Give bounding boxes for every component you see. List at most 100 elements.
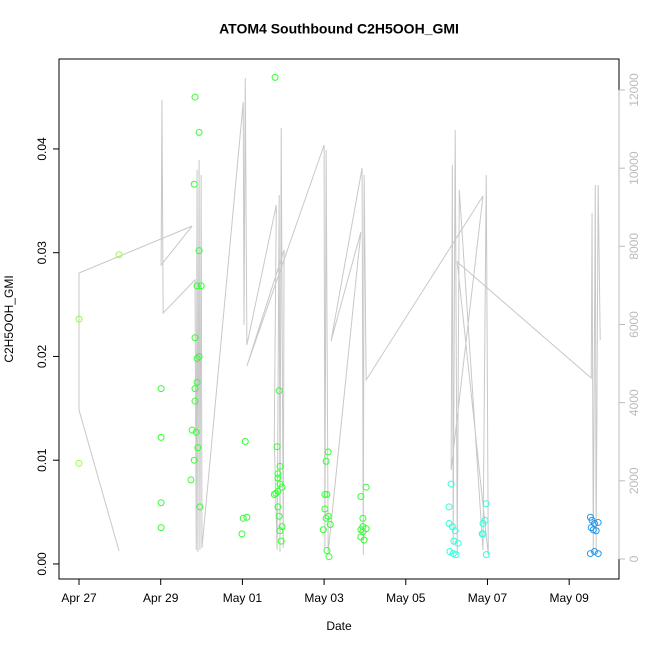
point <box>191 334 199 342</box>
point <box>445 503 453 511</box>
point <box>357 526 365 534</box>
point <box>454 539 462 547</box>
point <box>193 355 201 363</box>
x-tick-label: May 01 <box>223 591 263 605</box>
point <box>321 490 329 498</box>
point <box>275 387 283 395</box>
x-tick-label: Apr 27 <box>61 591 97 605</box>
point <box>278 523 286 531</box>
point <box>482 551 490 559</box>
point <box>195 247 203 255</box>
point <box>157 433 165 441</box>
point <box>195 352 203 360</box>
point <box>278 483 286 491</box>
point <box>194 444 202 452</box>
point <box>271 73 279 81</box>
point <box>451 527 459 535</box>
y-tick-label: 0.02 <box>35 344 49 368</box>
point <box>590 548 598 556</box>
point <box>190 180 198 188</box>
point <box>594 550 602 558</box>
point <box>319 526 327 534</box>
y-tick-label: 0.04 <box>35 137 49 161</box>
point <box>157 385 165 393</box>
point <box>75 315 83 323</box>
point <box>157 499 165 507</box>
point <box>190 456 198 464</box>
point <box>359 528 367 536</box>
point <box>241 438 249 446</box>
point <box>321 505 329 513</box>
point <box>274 474 282 482</box>
point <box>188 426 196 434</box>
point <box>195 128 203 136</box>
point <box>325 553 333 561</box>
point <box>322 457 330 465</box>
point <box>326 521 334 529</box>
point <box>276 462 284 470</box>
x-tick-label: May 09 <box>549 591 589 605</box>
point <box>192 428 200 436</box>
point <box>324 448 332 456</box>
point <box>191 385 199 393</box>
y2-tick-label: 2000 <box>627 467 641 494</box>
point <box>274 487 282 495</box>
point <box>187 476 195 484</box>
point <box>196 503 204 511</box>
point <box>482 500 490 508</box>
y2-tick-label: 0 <box>627 555 641 562</box>
point <box>157 524 165 532</box>
y2-tick-label: 8000 <box>627 233 641 260</box>
point <box>239 514 247 522</box>
point <box>447 480 455 488</box>
point <box>276 527 284 535</box>
y-tick-label: 0.01 <box>35 448 49 472</box>
point <box>243 513 251 521</box>
point <box>479 519 487 527</box>
y-axis-label: C2H5OOH_GMI <box>2 275 16 362</box>
point <box>75 459 83 467</box>
point <box>193 282 201 290</box>
y2-tick-label: 12000 <box>627 73 641 107</box>
point <box>197 282 205 290</box>
point <box>362 483 370 491</box>
point <box>359 514 367 522</box>
point <box>322 514 330 522</box>
y-tick-label: 0.00 <box>35 552 49 576</box>
point <box>357 493 365 501</box>
point <box>586 550 594 558</box>
point <box>275 512 283 520</box>
point <box>323 490 331 498</box>
y-tick-label: 0.03 <box>35 241 49 265</box>
point <box>479 530 487 538</box>
x-tick-label: Apr 29 <box>143 591 179 605</box>
point <box>587 524 595 532</box>
y2-tick-label: 4000 <box>627 389 641 416</box>
point <box>191 93 199 101</box>
y2-tick-label: 6000 <box>627 311 641 338</box>
point <box>450 537 458 545</box>
point <box>274 503 282 511</box>
point <box>277 537 285 545</box>
point <box>272 489 280 497</box>
x-tick-label: May 05 <box>386 591 426 605</box>
x-tick-label: May 03 <box>304 591 344 605</box>
chart-title: ATOM4 Southbound C2H5OOH_GMI <box>219 21 459 37</box>
point <box>193 378 201 386</box>
point <box>452 551 460 559</box>
point <box>594 518 602 526</box>
point <box>274 470 282 478</box>
y2-tick-label: 10000 <box>627 151 641 185</box>
point <box>273 443 281 451</box>
line <box>78 78 601 556</box>
x-axis-label: Date <box>326 619 352 633</box>
x-tick-label: May 07 <box>468 591 508 605</box>
point <box>238 530 246 538</box>
point <box>115 251 123 259</box>
point <box>191 397 199 405</box>
point <box>592 527 600 535</box>
point <box>323 546 331 554</box>
point <box>360 536 368 544</box>
